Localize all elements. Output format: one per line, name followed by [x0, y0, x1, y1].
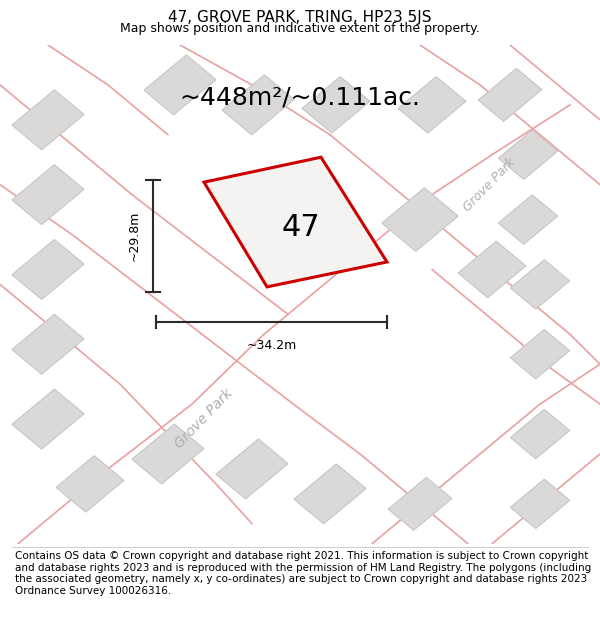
Polygon shape [458, 241, 526, 298]
Polygon shape [12, 314, 84, 374]
Polygon shape [511, 479, 569, 529]
Polygon shape [132, 424, 204, 484]
Polygon shape [478, 68, 542, 121]
Polygon shape [511, 329, 569, 379]
Text: ~448m²/~0.111ac.: ~448m²/~0.111ac. [179, 86, 421, 109]
Text: 47: 47 [281, 213, 320, 241]
Polygon shape [499, 195, 557, 244]
Polygon shape [12, 239, 84, 299]
Polygon shape [144, 55, 216, 115]
Polygon shape [222, 75, 294, 135]
Polygon shape [56, 456, 124, 512]
Polygon shape [216, 439, 288, 499]
Polygon shape [511, 409, 569, 459]
Polygon shape [382, 188, 458, 251]
Text: ~29.8m: ~29.8m [127, 211, 140, 261]
Polygon shape [302, 77, 370, 133]
Text: Map shows position and indicative extent of the property.: Map shows position and indicative extent… [120, 22, 480, 35]
Polygon shape [398, 77, 466, 133]
Text: ~34.2m: ~34.2m [247, 339, 296, 352]
Polygon shape [388, 478, 452, 530]
Polygon shape [204, 158, 387, 287]
Polygon shape [12, 389, 84, 449]
Polygon shape [12, 90, 84, 150]
Text: Grove Park: Grove Park [172, 387, 236, 451]
Text: Grove Park: Grove Park [460, 156, 518, 214]
Text: Contains OS data © Crown copyright and database right 2021. This information is : Contains OS data © Crown copyright and d… [15, 551, 591, 596]
Polygon shape [12, 164, 84, 224]
Polygon shape [294, 464, 366, 524]
Polygon shape [499, 130, 557, 179]
Text: 47, GROVE PARK, TRING, HP23 5JS: 47, GROVE PARK, TRING, HP23 5JS [168, 10, 432, 25]
Polygon shape [511, 260, 569, 309]
